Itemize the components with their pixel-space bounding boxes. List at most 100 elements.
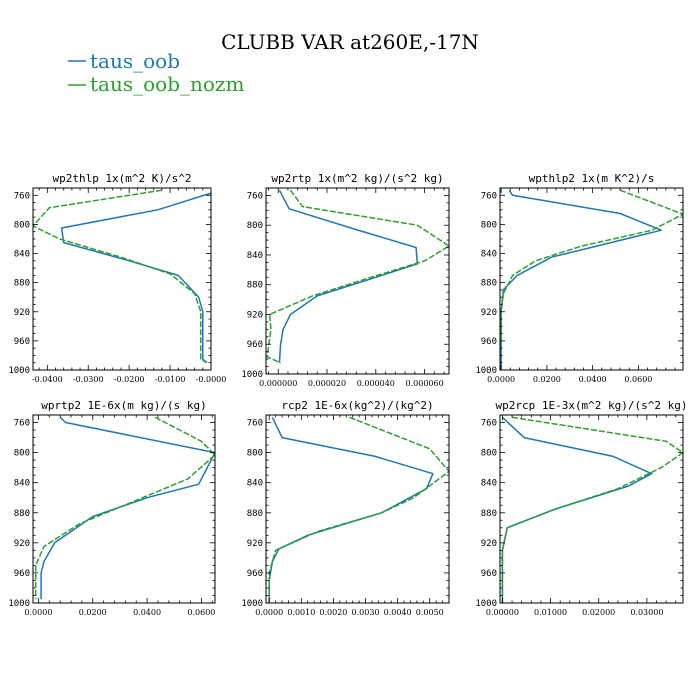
- xtick-label: 0.00000: [486, 608, 519, 617]
- panel-title: wp2rtp 1x(m^2 kg)/(s^2 kg): [271, 172, 443, 185]
- xtick-label: 0.000040: [357, 379, 395, 388]
- ytick-label: 880: [14, 509, 30, 519]
- xtick-label: 0.0050: [416, 608, 444, 617]
- panel-title: wp2rcp 1E-3x(m^2 kg)/(s^2 kg): [495, 399, 687, 412]
- series-line-taus-oob-nozm: [501, 416, 683, 603]
- xtick-label: -0.0000: [196, 375, 227, 384]
- panel-3: wpthlp2 1x(m K^2)/s 760 800 840 880 920 960 100…: [475, 172, 684, 384]
- panel-title: rcp2 1E-6x(kg^2)/(kg^2): [281, 399, 433, 412]
- ytick-label: 760: [247, 419, 263, 429]
- ytick-label: 840: [481, 250, 497, 260]
- ytick-label: 880: [481, 279, 497, 289]
- series-line-taus-oob-nozm: [34, 416, 215, 600]
- series-line-taus-oob-nozm: [500, 189, 683, 341]
- ytick-label: 920: [481, 539, 497, 549]
- ytick-label: 1000: [475, 599, 497, 609]
- ytick-label: 800: [14, 220, 30, 230]
- panel-5: rcp2 1E-6x(kg^2)/(kg^2) 760 800 840 880 920 96…: [241, 399, 450, 617]
- xtick-label: 0.0400: [579, 375, 607, 384]
- ytick-label: 920: [14, 539, 30, 549]
- series-line-taus-oob: [500, 189, 663, 370]
- ytick-label: 920: [481, 308, 497, 318]
- panel-1: wp2thlp 1x(m^2 K)/s^2 760 800 840 880 920 960 1…: [8, 172, 226, 384]
- ytick-label: 800: [247, 449, 263, 459]
- xtick-label: 0.02000: [582, 608, 615, 617]
- xtick-label: 0.000060: [406, 379, 444, 388]
- ytick-label: 1000: [475, 366, 497, 376]
- panels: wp2thlp 1x(m^2 K)/s^2 760 800 840 880 920 960 1…: [8, 172, 687, 617]
- panel-title: wpthlp2 1x(m K^2)/s: [529, 172, 655, 185]
- ytick-label: 840: [247, 251, 263, 261]
- ytick-label: 800: [481, 220, 497, 230]
- xtick-label: 0.0030: [352, 608, 380, 617]
- xtick-label: 0.000000: [259, 379, 297, 388]
- plot-frame: [499, 187, 684, 371]
- ytick-label: 960: [481, 337, 497, 347]
- series-line-taus-oob: [278, 189, 419, 363]
- plot-frame: [32, 414, 216, 604]
- plot-frame: [265, 414, 450, 604]
- series-group: [500, 189, 683, 370]
- ytick-label: 800: [481, 449, 497, 459]
- ytick-label: 840: [14, 479, 30, 489]
- series-line-taus-oob: [60, 192, 211, 364]
- series-line-taus-oob: [268, 416, 434, 603]
- ytick-label: 880: [247, 281, 263, 291]
- ytick-label: 1000: [8, 599, 30, 609]
- legend-label-taus-oob-nozm: taus_oob_nozm: [90, 72, 244, 96]
- series-line-taus-oob-nozm: [266, 189, 449, 364]
- series-line-taus-oob: [40, 416, 215, 600]
- ytick-label: 960: [247, 340, 263, 350]
- plot-frame: [499, 414, 684, 604]
- xtick-label: 0.0400: [133, 608, 161, 617]
- ytick-label: 880: [14, 279, 30, 289]
- ytick-label: 760: [14, 419, 30, 429]
- ytick-label: 840: [481, 479, 497, 489]
- ytick-label: 960: [14, 569, 30, 579]
- ytick-label: 920: [247, 310, 263, 320]
- legend: taus_oob taus_oob_nozm: [68, 49, 244, 96]
- series-group: [33, 189, 211, 364]
- xtick-label: 0.0010: [287, 608, 315, 617]
- xtick-label: 0.03000: [630, 608, 663, 617]
- panel-title: wprtp2 1E-6x(m kg)/(s kg): [41, 399, 207, 412]
- ytick-label: 840: [14, 250, 30, 260]
- panel-2: wp2rtp 1x(m^2 kg)/(s^2 kg) 760 800 840 880 92…: [241, 172, 450, 388]
- series-line-taus-oob-nozm: [268, 416, 449, 603]
- xtick-label: -0.0200: [114, 375, 145, 384]
- ytick-label: 1000: [241, 370, 263, 380]
- ytick-label: 800: [247, 221, 263, 231]
- panel-4: wprtp2 1E-6x(m kg)/(s kg) 760 800 840 880 920…: [8, 399, 216, 617]
- xtick-label: 0.0000: [487, 375, 515, 384]
- ytick-label: 760: [14, 191, 30, 201]
- ytick-label: 760: [481, 191, 497, 201]
- ytick-label: 880: [481, 509, 497, 519]
- xtick-label: 0.01000: [534, 608, 567, 617]
- series-group: [268, 416, 449, 603]
- ytick-label: 840: [247, 479, 263, 489]
- xtick-label: -0.0100: [155, 375, 186, 384]
- series-group: [34, 416, 215, 600]
- series-group: [501, 416, 683, 603]
- panel-6: wp2rcp 1E-3x(m^2 kg)/(s^2 kg) 760 800 840 88…: [475, 399, 687, 617]
- ytick-label: 1000: [241, 599, 263, 609]
- series-line-taus-oob: [501, 416, 653, 603]
- ytick-label: 1000: [8, 366, 30, 376]
- xtick-label: 0.0020: [319, 608, 347, 617]
- xtick-label: 0.0200: [533, 375, 561, 384]
- plot-frame: [265, 187, 450, 375]
- panel-title: wp2thlp 1x(m^2 K)/s^2: [52, 172, 191, 185]
- legend-label-taus-oob: taus_oob: [90, 49, 180, 73]
- xtick-label: 0.0600: [624, 375, 652, 384]
- figure-title: CLUBB VAR at260E,-17N: [221, 30, 479, 54]
- xtick-label: 0.000020: [308, 379, 346, 388]
- ytick-label: 920: [247, 539, 263, 549]
- ytick-label: 960: [247, 569, 263, 579]
- ytick-label: 960: [14, 337, 30, 347]
- ytick-label: 960: [481, 569, 497, 579]
- xtick-label: 0.0200: [79, 608, 107, 617]
- xtick-label: 0.0000: [255, 608, 283, 617]
- xtick-label: -0.0300: [73, 375, 104, 384]
- ytick-label: 800: [14, 449, 30, 459]
